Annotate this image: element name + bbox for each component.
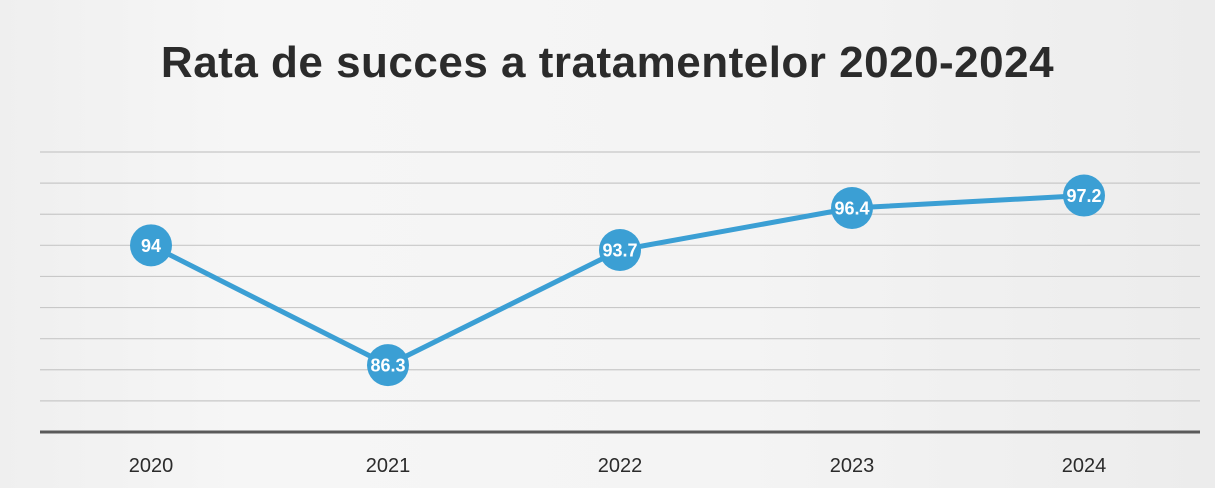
series-line [148,193,1087,368]
x-tick-label: 2022 [598,455,643,477]
data-label: 93.7 [602,241,637,261]
data-point-marker [599,229,641,271]
data-label: 97.2 [1066,186,1101,206]
x-tick-label: 2020 [129,455,174,477]
x-tick-label: 2023 [830,455,875,477]
data-point-marker [367,344,409,387]
x-tick-label: 2024 [1062,455,1107,477]
data-point-marker [1063,174,1105,217]
data-point-marker [831,187,873,229]
data-label: 94 [141,236,161,256]
data-point-marker [130,224,172,267]
data-label: 86.3 [370,356,405,376]
x-tick-label: 2021 [366,455,411,477]
data-label: 96.4 [834,199,869,219]
chart-title: Rata de succes a tratamentelor 2020-2024 [160,38,1055,87]
